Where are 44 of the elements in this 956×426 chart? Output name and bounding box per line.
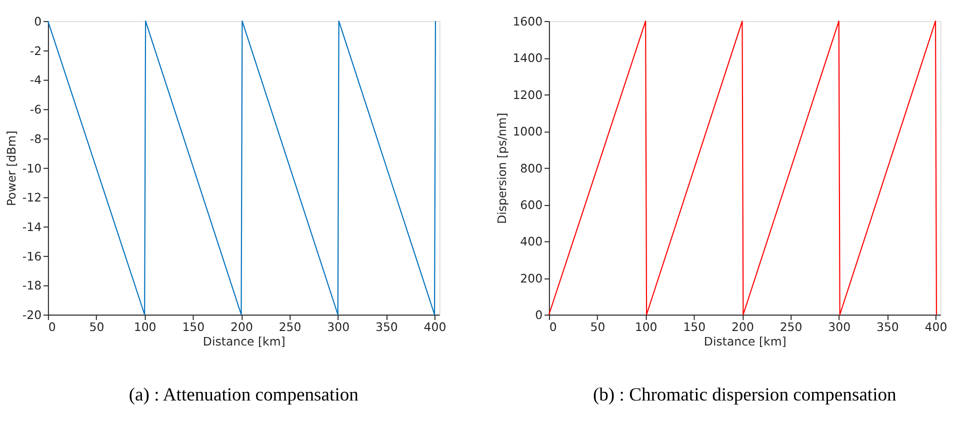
y-tick-label: 400 <box>520 234 543 249</box>
y-tick-label: -6 <box>30 102 42 117</box>
text: (b) : Chromatic dispersion compensation <box>592 384 898 406</box>
y-tick-label: -16 <box>22 249 42 264</box>
y-tick-label: -10 <box>22 161 42 176</box>
x-tick-label: 150 <box>182 320 205 334</box>
x-tick-label: 350 <box>375 320 398 334</box>
x-tick-label: 200 <box>230 320 253 334</box>
x-tick-label: 0 <box>48 320 56 334</box>
x-tick-label: 400 <box>924 320 948 334</box>
y-tick-label: -18 <box>22 278 42 293</box>
y-tick-label: 0 <box>34 14 42 28</box>
y-tick-label: -14 <box>22 220 42 234</box>
y-tick-label: 600 <box>520 198 543 212</box>
y-tick-label: 0 <box>535 308 543 322</box>
y-axis-title: Dispersion [ps/nm] <box>494 112 509 224</box>
y-tick-label: -2 <box>30 44 42 58</box>
y-tick-label: -4 <box>30 73 42 88</box>
y-tick-label: 1600 <box>512 14 543 28</box>
x-tick-label: 300 <box>327 320 350 334</box>
y-tick-label: 1000 <box>512 124 543 139</box>
x-tick-label: 200 <box>732 320 754 334</box>
y-axis-title: Power [dBm] <box>4 130 19 206</box>
x-tick-label: 350 <box>876 320 899 334</box>
x-tick-label: 100 <box>134 320 156 334</box>
x-tick-label: 300 <box>828 320 851 334</box>
x-axis-title: Distance [km] <box>704 334 786 348</box>
y-tick-label: 1400 <box>512 51 543 66</box>
x-tick-label: 250 <box>278 320 302 334</box>
y-tick-label: 200 <box>520 271 543 286</box>
text: (a) : Attenuation compensation <box>128 384 360 406</box>
x-tick-label: 150 <box>683 320 706 334</box>
y-tick-label: -20 <box>22 308 42 322</box>
x-tick-label: 400 <box>424 320 446 334</box>
y-tick-label: -12 <box>22 190 42 205</box>
x-tick-label: 100 <box>634 320 658 334</box>
x-tick-label: 50 <box>89 320 104 334</box>
x-tick-label: 0 <box>549 320 557 334</box>
y-tick-label: -8 <box>30 132 42 146</box>
x-tick-label: 250 <box>780 320 802 334</box>
y-tick-label: 1200 <box>512 88 543 102</box>
x-tick-label: 50 <box>590 320 606 334</box>
x-axis-title: Distance [km] <box>202 334 286 348</box>
y-tick-label: 800 <box>520 161 543 176</box>
